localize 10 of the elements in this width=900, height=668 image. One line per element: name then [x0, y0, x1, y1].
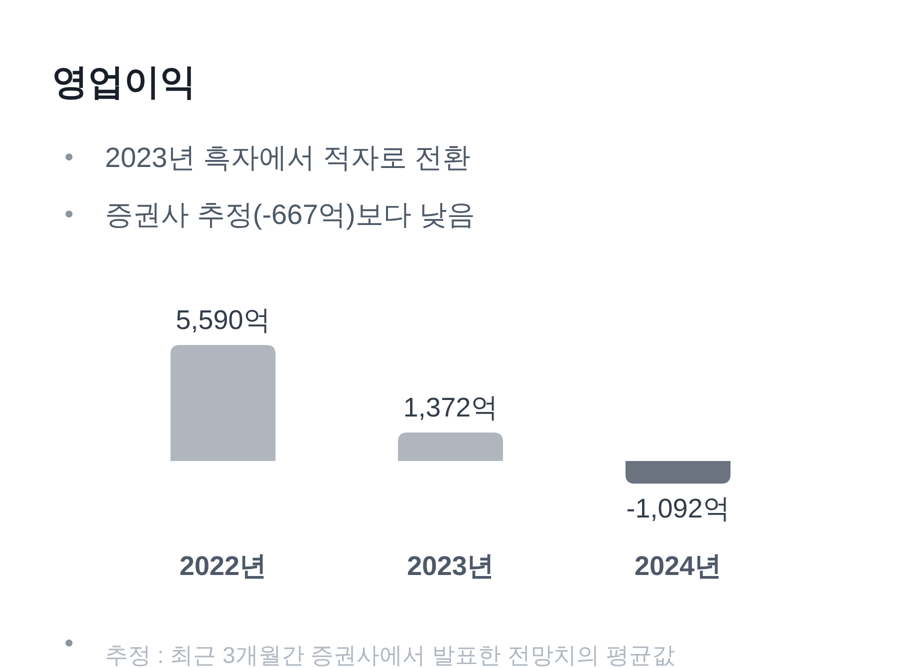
- x-tick-label: 2022년: [179, 551, 267, 581]
- chart-subtitle: 2023년 흑자에서 적자로 전환: [105, 142, 471, 173]
- chart-title: 영업이익: [52, 61, 196, 102]
- text: 증권사 추정(-667억)보다 낮음: [105, 199, 476, 230]
- data-label: 1,372억: [403, 392, 498, 423]
- data-label: -1,092억: [626, 494, 730, 524]
- x-tick-label: 2023년: [406, 551, 494, 581]
- x-tick-label: 2024년: [634, 551, 722, 581]
- text: 추정 : 최근 3개월간 증권사에서 발표한 전망치의 평균값: [105, 642, 675, 668]
- data-label: 5,590억: [176, 305, 270, 335]
